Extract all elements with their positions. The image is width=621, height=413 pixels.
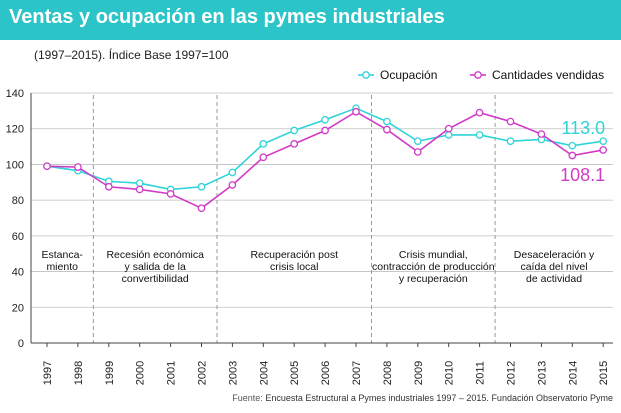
data-point [599, 137, 608, 146]
end-value-label: 108.1 [560, 165, 605, 185]
source-label: Fuente: [232, 393, 263, 403]
title-banner: Ventas y ocupación en las pymes industri… [0, 0, 621, 40]
data-point [166, 190, 175, 198]
x-tick-label: 2007 [351, 361, 363, 385]
data-point [43, 162, 51, 171]
period-label: convertibilidad [122, 273, 189, 285]
data-point [537, 130, 546, 138]
period-label: miento [46, 261, 78, 273]
data-point [413, 137, 422, 146]
data-point [104, 182, 113, 191]
y-tick-label: 100 [6, 159, 24, 171]
y-tick-label: 80 [12, 195, 24, 207]
data-point [290, 126, 299, 135]
x-tick-label: 2005 [289, 361, 301, 385]
y-tick-label: 0 [18, 338, 24, 350]
period-label: Estanca- [41, 249, 83, 261]
x-tick-label: 2011 [475, 361, 487, 385]
x-tick-label: 2008 [382, 361, 394, 385]
x-tick-label: 2012 [506, 361, 518, 385]
data-point [74, 163, 82, 171]
data-point [321, 115, 329, 124]
data-point [444, 131, 453, 139]
data-point [444, 124, 453, 133]
y-tick-label: 140 [6, 88, 24, 100]
x-tick-label: 2003 [227, 361, 239, 385]
data-point [259, 140, 268, 148]
legend-label: Ocupación [380, 68, 437, 82]
data-point [383, 125, 391, 134]
data-point [197, 182, 206, 191]
x-tick-label: 2000 [135, 361, 147, 385]
data-point [228, 181, 237, 189]
legend-swatch-marker [474, 71, 482, 79]
period-label: crisis local [270, 261, 318, 273]
data-point [568, 151, 577, 160]
series-line-ventas [46, 110, 604, 210]
source-note: Fuente: Encuesta Estructural a Pymes ind… [232, 393, 613, 403]
data-point [506, 117, 515, 126]
legend-swatch-marker [362, 71, 370, 79]
period-label: caída del nivel [520, 261, 587, 273]
period-label: Recesión económica [106, 249, 204, 261]
data-point [290, 140, 299, 148]
x-tick-label: 2014 [567, 361, 579, 385]
data-point [383, 117, 391, 126]
data-point [475, 131, 484, 139]
data-point [135, 179, 144, 188]
x-tick-label: 1998 [73, 361, 85, 385]
y-tick-label: 40 [12, 267, 24, 279]
x-tick-label: 2002 [197, 361, 209, 385]
period-label: de actividad [526, 273, 582, 285]
data-point [413, 148, 422, 156]
x-tick-label: 2006 [320, 361, 332, 385]
data-point [568, 141, 577, 150]
period-label: y recuperación [399, 273, 468, 285]
period-label: contracción de producción [372, 261, 495, 273]
data-point [475, 108, 484, 117]
data-point [197, 204, 206, 213]
period-label: Crisis mundial, [399, 249, 468, 261]
x-tick-label: 2009 [413, 361, 425, 385]
period-label: y salida de la [125, 261, 186, 273]
source-text: Encuesta Estructural a Pymes industriale… [265, 393, 613, 403]
x-tick-label: 1999 [104, 361, 116, 385]
page-title: Ventas y ocupación en las pymes industri… [9, 6, 445, 28]
x-tick-label: 1997 [42, 361, 54, 385]
data-point [135, 185, 144, 194]
data-point [599, 146, 608, 154]
period-label: Recuperación post [250, 249, 338, 261]
x-tick-label: 2013 [536, 361, 548, 385]
end-value-label: 113.0 [561, 118, 605, 138]
y-tick-label: 60 [12, 231, 24, 243]
chart-subtitle: (1997–2015). Índice Base 1997=100 [34, 48, 229, 62]
legend-label: Cantidades vendidas [492, 68, 604, 82]
x-tick-label: 2015 [598, 361, 610, 385]
data-point [321, 126, 329, 135]
data-point [352, 107, 360, 116]
x-tick-label: 2010 [444, 361, 456, 385]
y-tick-label: 20 [12, 302, 24, 314]
period-label: Desaceleración y [514, 249, 595, 261]
x-tick-label: 2001 [166, 361, 178, 385]
data-point [506, 137, 515, 146]
x-tick-label: 2004 [258, 361, 270, 385]
data-point [228, 168, 237, 177]
data-point [259, 153, 268, 162]
y-tick-label: 120 [6, 124, 24, 136]
